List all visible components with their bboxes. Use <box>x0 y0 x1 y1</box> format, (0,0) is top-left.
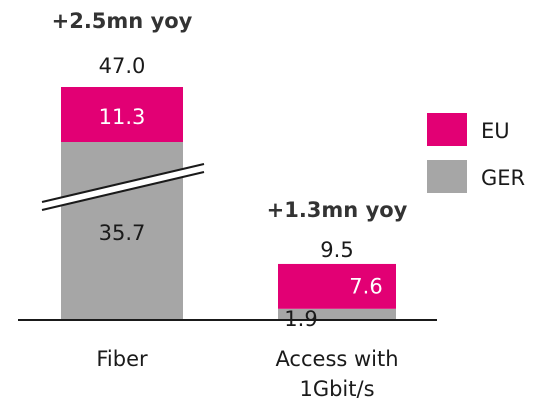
category-label-access-line2: 1Gbit/s <box>299 377 374 401</box>
bar-fiber-ger <box>61 142 183 320</box>
axis-break-line-bottom <box>41 171 205 211</box>
fiber-yoy-label: +2.5mn yoy <box>52 9 193 33</box>
bar-access-eu <box>278 263 396 309</box>
access-ger-value-label: 1.9 <box>284 307 317 331</box>
legend-swatch-eu <box>427 113 467 146</box>
legend-swatch-ger <box>427 160 467 193</box>
category-label-fiber: Fiber <box>96 347 148 371</box>
access-eu-value-label: 7.6 <box>349 274 382 298</box>
access-total-label: 9.5 <box>320 238 353 262</box>
bar-fiber-eu <box>61 87 183 142</box>
axis-break <box>42 164 204 210</box>
legend-label-eu: EU <box>481 119 510 143</box>
fiber-eu-value-label: 11.3 <box>99 105 146 129</box>
category-label-access-line1: Access with <box>275 347 398 371</box>
fiber-total-label: 47.0 <box>99 54 146 78</box>
access-yoy-label: +1.3mn yoy <box>267 198 408 222</box>
legend-label-ger: GER <box>481 166 525 190</box>
bar-access-ger <box>278 308 396 320</box>
axis-break-line-top <box>41 163 205 203</box>
fiber-ger-value-label: 35.7 <box>99 221 146 245</box>
